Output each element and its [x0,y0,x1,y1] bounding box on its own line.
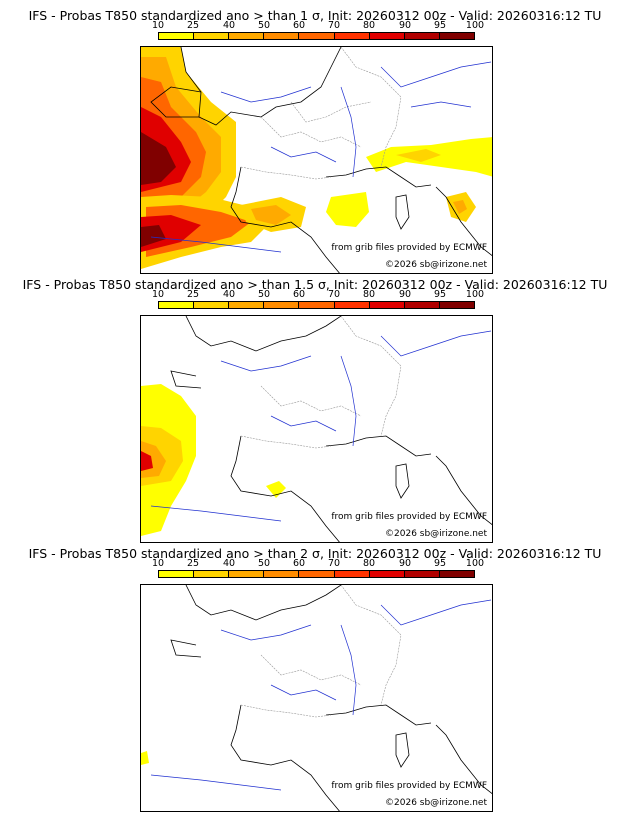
scale-label: 25 [186,558,200,569]
scale-label: 100 [465,289,485,300]
scale-swatch [299,302,335,308]
scale-label: 60 [292,20,306,31]
probability-fill [141,384,286,536]
scale-label: 90 [398,20,412,31]
scale-label: 40 [222,289,236,300]
probability-fill [141,47,492,269]
scale-swatch [194,33,230,39]
scale-swatch [299,33,335,39]
scale-label: 80 [362,289,376,300]
source-credit: from grib files provided by ECMWF [331,781,487,791]
coastlines [170,316,492,542]
scale-label: 50 [257,20,271,31]
scale-swatch [404,571,440,577]
color-scale-bar [158,32,475,40]
panel-1sigma: IFS - Probas T850 standardized ano > tha… [0,8,630,278]
color-scale-bar [158,570,475,578]
panel-title: IFS - Probas T850 standardized ano > tha… [28,8,602,23]
scale-label: 90 [398,289,412,300]
scale-swatch [159,302,195,308]
scale-label: 90 [398,558,412,569]
copyright-credit: ©2026 sb@irizone.net [385,260,487,270]
panel-title: IFS - Probas T850 standardized ano > tha… [28,546,602,561]
scale-label: 50 [257,558,271,569]
scale-label: 60 [292,289,306,300]
probability-fill [141,751,149,765]
panel-1-5sigma: IFS - Probas T850 standardized ano > tha… [0,277,630,547]
panel-title: IFS - Probas T850 standardized ano > tha… [22,277,608,292]
scale-label: 10 [151,558,165,569]
scale-swatch [439,33,474,39]
scale-label: 100 [465,20,485,31]
rivers [150,61,492,253]
scale-label: 60 [292,558,306,569]
scale-swatch [159,33,195,39]
scale-swatch [194,302,230,308]
country-borders [240,316,402,449]
map-canvas [141,47,492,273]
color-scale-labels: 10 25 40 50 60 70 80 90 95 100 [151,558,484,570]
scale-label: 70 [327,289,341,300]
scale-label: 25 [186,289,200,300]
color-scale-bar [158,301,475,309]
map-canvas [141,316,492,542]
scale-swatch [334,33,370,39]
scale-label: 95 [433,289,447,300]
probability-map: from grib files provided by ECMWF ©2026 … [140,46,493,274]
scale-label: 70 [327,20,341,31]
scale-swatch [194,571,230,577]
scale-swatch [229,33,265,39]
scale-label: 40 [222,558,236,569]
map-canvas [141,585,492,811]
scale-label: 70 [327,558,341,569]
scale-label: 80 [362,20,376,31]
scale-swatch [229,302,265,308]
scale-swatch [264,33,300,39]
scale-swatch [264,571,300,577]
scale-swatch [299,571,335,577]
scale-label: 10 [151,289,165,300]
rivers [150,330,492,522]
source-credit: from grib files provided by ECMWF [331,243,487,253]
scale-swatch [439,302,474,308]
scale-label: 25 [186,20,200,31]
scale-label: 50 [257,289,271,300]
scale-swatch [334,302,370,308]
scale-swatch [264,302,300,308]
scale-label: 40 [222,20,236,31]
scale-swatch [369,302,405,308]
scale-swatch [369,571,405,577]
color-scale-labels: 10 25 40 50 60 70 80 90 95 100 [151,289,484,301]
scale-label: 80 [362,558,376,569]
country-borders [240,585,402,718]
scale-swatch [229,571,265,577]
copyright-credit: ©2026 sb@irizone.net [385,798,487,808]
probability-map: from grib files provided by ECMWF ©2026 … [140,584,493,812]
coastlines [170,585,492,811]
scale-label: 95 [433,558,447,569]
scale-swatch [439,571,474,577]
scale-swatch [334,571,370,577]
rivers [150,599,492,791]
source-credit: from grib files provided by ECMWF [331,512,487,522]
scale-swatch [404,302,440,308]
scale-swatch [159,571,195,577]
coastlines [150,47,492,273]
scale-swatch [369,33,405,39]
scale-label: 100 [465,558,485,569]
scale-swatch [404,33,440,39]
scale-label: 95 [433,20,447,31]
copyright-credit: ©2026 sb@irizone.net [385,529,487,539]
color-scale-labels: 10 25 40 50 60 70 80 90 95 100 [151,20,484,32]
scale-label: 10 [151,20,165,31]
probability-map: from grib files provided by ECMWF ©2026 … [140,315,493,543]
panel-2sigma: IFS - Probas T850 standardized ano > tha… [0,546,630,816]
country-borders [240,47,402,180]
